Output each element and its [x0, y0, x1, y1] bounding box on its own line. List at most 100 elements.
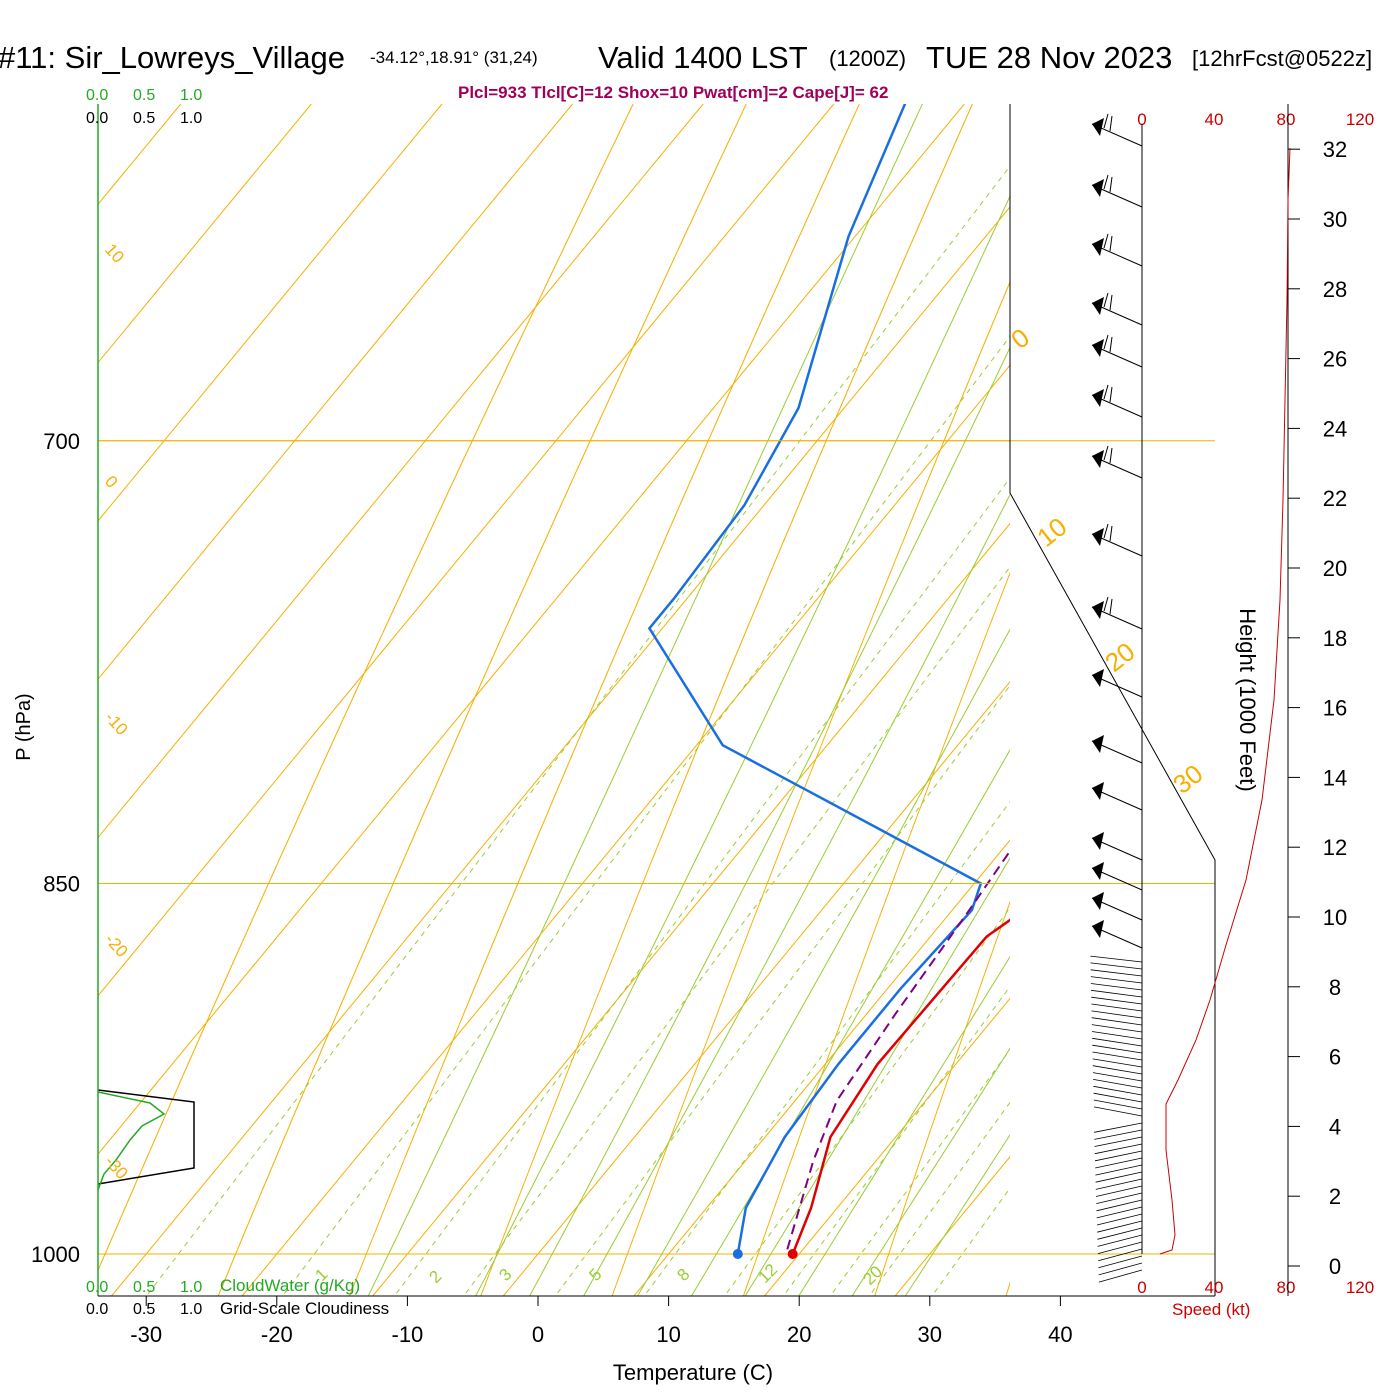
wind-barb-low: [1094, 1136, 1143, 1147]
wind-barb-pennant: [1092, 238, 1104, 256]
moist-adiabat-line: [744, 857, 1010, 1296]
x-tick-label: 40: [1048, 1322, 1072, 1347]
height-tick-label: 28: [1323, 277, 1347, 302]
height-tick-label: 22: [1323, 486, 1347, 511]
wind-barb: [1091, 892, 1143, 921]
wind-barb-pennant: [1092, 920, 1104, 938]
wind-barb-feather: [1103, 523, 1109, 539]
moist-adiabat-label: 10: [1031, 511, 1072, 552]
panel-boundary: [1009, 104, 1216, 1296]
wind-barb: [1091, 920, 1143, 949]
wind-barb-low: [1091, 1010, 1143, 1019]
x-tick-label: -20: [261, 1322, 293, 1347]
wind-barb-low: [1098, 1269, 1143, 1283]
height-tick-label: 18: [1323, 626, 1347, 651]
wind-barb-low: [1094, 1129, 1143, 1140]
wind-barb: [1091, 445, 1143, 479]
isotherm-line: [98, 104, 704, 839]
height-tick-label: 12: [1323, 835, 1347, 860]
moist-adiabat-line: [367, 104, 923, 1296]
cloudiness-bottom-tick-0: 0.0: [86, 1301, 108, 1318]
x-tick-label: -30: [130, 1322, 162, 1347]
height-tick-label: 8: [1329, 975, 1341, 1000]
dry-adiabat-line: [349, 104, 860, 1296]
dry-adiabat-line: [1137, 104, 1400, 1296]
parcel-line: [786, 849, 1010, 1250]
height-tick-label: 4: [1329, 1114, 1341, 1139]
wind-barb-low: [1096, 1213, 1143, 1226]
forecast-tag: [12hrFcst@0522z]: [1192, 46, 1372, 71]
wind-barb-low: [1095, 1185, 1143, 1197]
wind-barb-feather: [1103, 384, 1109, 400]
dry-adiabat-line: [98, 104, 634, 1272]
wind-barb-low: [1093, 1099, 1143, 1110]
wind-barb-low: [1091, 1003, 1143, 1012]
moist-adiabat-line: [637, 628, 1010, 1296]
pressure-tick-label: 850: [43, 871, 80, 896]
isotherm-line: [502, 681, 1010, 1296]
wind-barb-feather: [1109, 386, 1113, 403]
wind-barb: [1091, 113, 1143, 147]
cloudiness-tick-1: 0.5: [133, 110, 155, 127]
speed-tick-bottom: 40: [1205, 1278, 1224, 1297]
dry-adiabat-line: [742, 571, 1010, 1296]
mixing-ratio-label: 3: [495, 1265, 515, 1285]
wind-barb-feather: [1109, 598, 1113, 615]
speed-tick-bottom: 120: [1346, 1278, 1374, 1297]
cloudwater-bottom-tick-0: 0.0: [86, 1279, 108, 1296]
cloud-profile: [97, 1089, 195, 1191]
stability-indices: Plcl=933 Tlcl[C]=12 Shox=10 Pwat[cm]=2 C…: [458, 83, 888, 102]
cloudwater-label: CloudWater (g/Kg): [220, 1276, 360, 1295]
x-tick-label: 0: [532, 1322, 544, 1347]
wind-barb: [1091, 292, 1143, 326]
wind-barb-feather: [1109, 115, 1113, 132]
wind-barb-feather: [1103, 334, 1109, 350]
isotherm-line: [98, 104, 573, 680]
wind-barb-low: [1092, 1044, 1143, 1054]
cloudiness-profile: [97, 1089, 195, 1185]
station-coords: -34.12°,18.91° (31,24): [370, 48, 538, 67]
dry-adiabat-label: -30: [101, 1152, 132, 1183]
wind-barb-low: [1091, 1024, 1143, 1033]
wind-barb: [1091, 782, 1143, 811]
wind-barb: [1091, 233, 1143, 267]
wind-barb-low: [1096, 1206, 1143, 1219]
wind-barb-low: [1093, 1106, 1143, 1117]
cloudwater-bottom-tick-1: 0.5: [133, 1279, 155, 1296]
wind-barb-low: [1095, 1178, 1143, 1190]
cloudwater-bottom-tick-2: 1.0: [180, 1279, 202, 1296]
dry-adiabat-line: [480, 104, 973, 1296]
wind-barb-low: [1093, 1079, 1143, 1089]
speed-tick-top: 40: [1205, 110, 1224, 129]
height-tick-label: 30: [1323, 207, 1347, 232]
wind-barb-low: [1091, 996, 1143, 1005]
wind-barb-feather: [1103, 292, 1109, 308]
wind-barb-low: [1093, 1085, 1143, 1096]
mixing-ratio-label: 12: [754, 1260, 781, 1287]
mixing-ratio-label: 8: [673, 1265, 693, 1285]
valid-zulu: (1200Z): [829, 46, 906, 71]
isotherm-line: [98, 104, 443, 522]
wind-barb-low: [1090, 983, 1143, 991]
mixing-ratio-line: [723, 906, 1010, 1296]
height-tick-label: 26: [1323, 347, 1347, 372]
cloudiness-bottom-tick-2: 1.0: [180, 1301, 202, 1318]
height-tick-label: 24: [1323, 416, 1347, 441]
dewpoint-line: [647, 104, 983, 1255]
temperature-line: [791, 918, 1010, 1255]
cloud-panel-labels: 0.0 0.5 1.0 0.0 0.5 1.0 0.0 0.5 1.0 Clou…: [86, 87, 389, 1318]
height-tick-label: 10: [1323, 905, 1347, 930]
moist-adiabat-line: [690, 748, 1010, 1296]
dry-adiabat-line: [874, 900, 1010, 1296]
wind-barb: [1091, 384, 1143, 418]
wind-barb-low: [1097, 1227, 1143, 1240]
wind-barb-pennant: [1092, 389, 1104, 407]
wind-barb-feather: [1109, 176, 1113, 193]
mixing-ratio-line: [782, 985, 1010, 1296]
dry-adiabat-line: [611, 280, 1010, 1296]
speed-tick-top: 80: [1277, 110, 1296, 129]
speed-tick-bottom: 0: [1137, 1278, 1146, 1297]
wind-barb-feather: [1103, 233, 1109, 249]
wind-barb-feather: [1109, 235, 1113, 252]
